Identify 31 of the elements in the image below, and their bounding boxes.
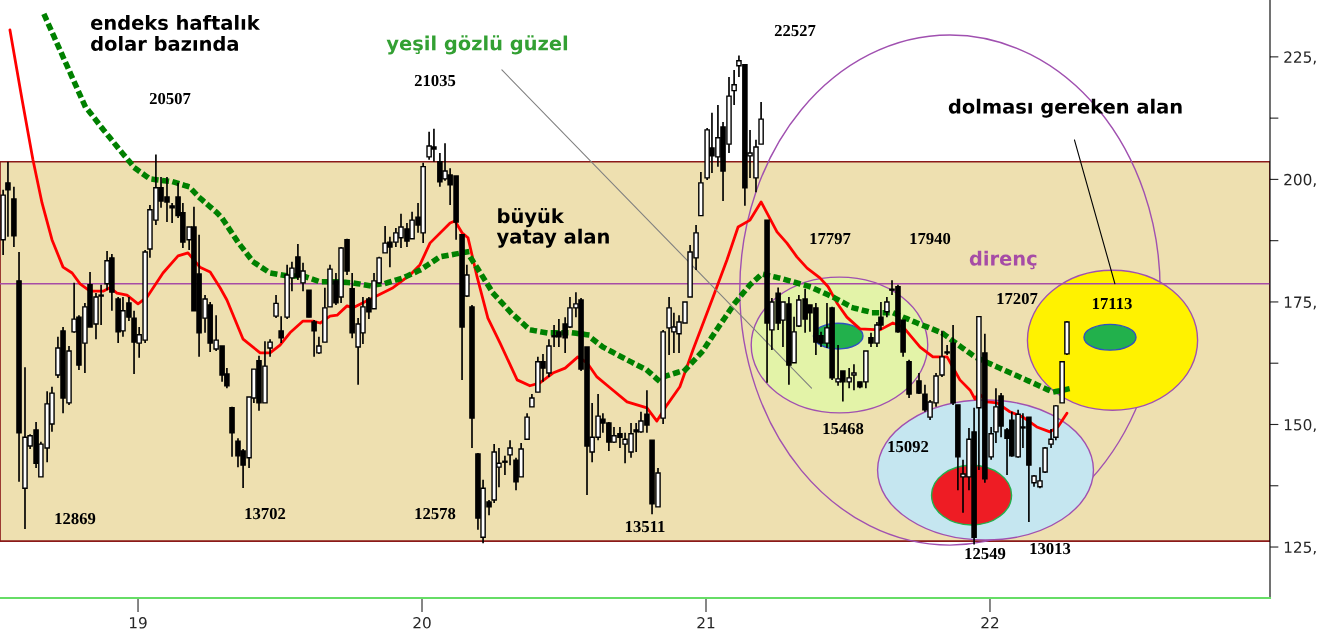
annotation: 17797 bbox=[810, 232, 851, 245]
annotation: 22527 bbox=[774, 24, 816, 37]
annotation: 12549 bbox=[965, 547, 1006, 560]
annotation: 17940 bbox=[910, 232, 951, 245]
annotation: 13702 bbox=[245, 507, 286, 520]
x-tick-label: 19 bbox=[129, 617, 147, 629]
x-tick-label: 22 bbox=[981, 617, 999, 629]
y-tick-label: 175, bbox=[1284, 296, 1316, 310]
annotation: 13013 bbox=[1030, 542, 1071, 555]
annotation: endeks haftalık dolar bazında bbox=[91, 14, 261, 52]
y-tick-label: 125, bbox=[1284, 541, 1316, 555]
annotation: 17207 bbox=[997, 292, 1038, 305]
annotation: 12869 bbox=[55, 512, 96, 525]
annotation: 21035 bbox=[414, 74, 456, 87]
annotation: 15092 bbox=[888, 440, 929, 453]
candlestick bbox=[666, 296, 672, 356]
x-tick-label: 21 bbox=[697, 617, 715, 629]
annotation: 13511 bbox=[625, 520, 665, 533]
y-tick-label: 225, bbox=[1284, 51, 1316, 65]
candlestick bbox=[524, 412, 530, 441]
x-tick-label: 20 bbox=[413, 617, 431, 629]
annotation: 20507 bbox=[149, 92, 191, 105]
annotation: 12578 bbox=[415, 507, 456, 520]
annotation: 15468 bbox=[823, 422, 864, 435]
band-label: büyük yatay alan bbox=[496, 207, 609, 248]
y-tick-label: 150, bbox=[1284, 418, 1316, 433]
annotation: 17113 bbox=[1092, 297, 1132, 310]
y-tick-label: 200, bbox=[1284, 173, 1316, 187]
candlestick bbox=[884, 296, 890, 318]
annotation: yeşil gözlü güzel bbox=[386, 35, 568, 55]
ref-line-label: direnç bbox=[969, 250, 1037, 270]
